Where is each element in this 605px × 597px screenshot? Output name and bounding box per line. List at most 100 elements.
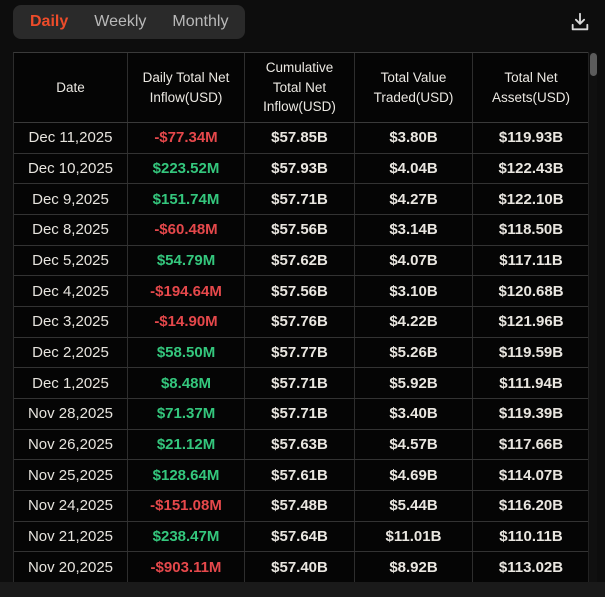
cell-value-traded: $8.92B	[355, 552, 473, 582]
cell-value-traded: $4.27B	[355, 184, 473, 214]
cell-value-traded: $4.22B	[355, 306, 473, 337]
cell-daily-inflow: $54.79M	[128, 245, 245, 276]
cell-net-assets: $122.10B	[498, 190, 564, 208]
table-row: Nov 28,2025 $71.37M $57.71B $3.40B $119.…	[14, 398, 588, 430]
table-row: Nov 20,2025 -$903.11M $57.40B $8.92B $11…	[14, 552, 588, 582]
cell-value-traded: $3.80B	[355, 123, 473, 153]
cell-cumulative-inflow: $57.56B	[245, 214, 355, 245]
cell-cumulative-inflow: $57.71B	[245, 398, 355, 429]
scrollbar-track[interactable]	[588, 52, 597, 582]
cell-daily-inflow: $58.50M	[128, 337, 245, 368]
cell-daily-inflow: -$60.48M	[128, 214, 245, 245]
tab-monthly[interactable]: Monthly	[172, 13, 229, 30]
cell-value-traded: $5.92B	[355, 368, 473, 398]
cell-date: Nov 28,2025	[14, 398, 128, 429]
cell-cumulative-inflow: $57.62B	[245, 245, 355, 276]
cell-daily-inflow: $223.52M	[128, 153, 245, 184]
table-row: Dec 2,2025 $58.50M $57.77B $5.26B $119.5…	[14, 337, 588, 369]
period-tabs: Daily Weekly Monthly	[13, 5, 246, 39]
cell-date: Dec 11,2025	[14, 123, 128, 153]
column-header-date: Date	[14, 53, 128, 122]
cell-net-assets: $119.59B	[498, 343, 564, 361]
table-row: Dec 5,2025 $54.79M $57.62B $4.07B $117.1…	[14, 245, 588, 277]
table-row: Dec 10,2025 $223.52M $57.93B $4.04B $122…	[14, 153, 588, 185]
cell-cumulative-inflow: $57.64B	[245, 521, 355, 552]
cell-date: Dec 8,2025	[14, 214, 128, 245]
etf-flow-table: Date Daily Total Net Inflow(USD) Cumulat…	[13, 52, 588, 582]
cell-date: Dec 4,2025	[14, 276, 128, 306]
cell-daily-inflow: -$903.11M	[128, 552, 245, 582]
table-row: Nov 26,2025 $21.12M $57.63B $4.57B $117.…	[14, 429, 588, 461]
column-header-net-assets: Total Net Assets(USD)	[491, 69, 570, 105]
cell-net-assets: $114.07B	[498, 466, 564, 484]
cell-net-assets: $120.68B	[498, 282, 564, 300]
cell-net-assets: $117.11B	[499, 251, 563, 269]
cell-daily-inflow: -$194.64M	[128, 276, 245, 306]
cell-net-assets: $118.50B	[498, 221, 564, 239]
cell-daily-inflow: $71.37M	[128, 398, 245, 429]
column-header-cumulative-inflow: Cumulative Total Net Inflow(USD)	[245, 53, 355, 122]
cell-date: Dec 1,2025	[14, 368, 128, 398]
cell-date: Nov 24,2025	[14, 490, 128, 521]
column-header-value-traded: Total Value Traded(USD)	[355, 53, 473, 122]
cell-cumulative-inflow: $57.61B	[245, 460, 355, 490]
cell-net-assets: $117.66B	[498, 435, 564, 453]
cell-cumulative-inflow: $57.56B	[245, 276, 355, 306]
cell-daily-inflow: -$14.90M	[128, 306, 245, 337]
table-header: Date Daily Total Net Inflow(USD) Cumulat…	[14, 53, 588, 123]
cell-cumulative-inflow: $57.40B	[245, 552, 355, 582]
cell-value-traded: $3.14B	[355, 214, 473, 245]
cell-net-assets: $122.43B	[498, 159, 564, 177]
cell-date: Nov 25,2025	[14, 460, 128, 490]
cell-daily-inflow: -$77.34M	[128, 123, 245, 153]
cell-value-traded: $4.69B	[355, 460, 473, 490]
cell-value-traded: $5.26B	[355, 337, 473, 368]
cell-daily-inflow: $8.48M	[128, 368, 245, 398]
tab-daily[interactable]: Daily	[30, 13, 69, 30]
cell-value-traded: $3.10B	[355, 276, 473, 306]
tab-weekly[interactable]: Weekly	[94, 13, 147, 30]
table-row: Nov 24,2025 -$151.08M $57.48B $5.44B $11…	[14, 490, 588, 522]
download-icon	[571, 12, 589, 31]
table-body: Dec 11,2025 -$77.34M $57.85B $3.80B $119…	[14, 123, 588, 582]
cell-date: Nov 20,2025	[14, 552, 128, 582]
cell-daily-inflow: $128.64M	[128, 460, 245, 490]
cell-net-assets: $119.93B	[498, 129, 564, 147]
cell-value-traded: $5.44B	[355, 490, 473, 521]
cell-date: Dec 9,2025	[14, 184, 128, 214]
table-row: Dec 8,2025 -$60.48M $57.56B $3.14B $118.…	[14, 214, 588, 246]
cell-value-traded: $11.01B	[355, 521, 473, 552]
table-row: Dec 3,2025 -$14.90M $57.76B $4.22B $121.…	[14, 306, 588, 338]
cell-cumulative-inflow: $57.93B	[245, 153, 355, 184]
cell-value-traded: $4.07B	[355, 245, 473, 276]
scrollbar-thumb[interactable]	[590, 53, 597, 76]
table-row: Nov 21,2025 $238.47M $57.64B $11.01B $11…	[14, 521, 588, 553]
cell-cumulative-inflow: $57.85B	[245, 123, 355, 153]
cell-daily-inflow: $151.74M	[128, 184, 245, 214]
cell-cumulative-inflow: $57.63B	[245, 429, 355, 460]
table-row: Dec 11,2025 -$77.34M $57.85B $3.80B $119…	[14, 123, 588, 154]
cell-date: Nov 26,2025	[14, 429, 128, 460]
table-row: Nov 25,2025 $128.64M $57.61B $4.69B $114…	[14, 460, 588, 491]
column-header-daily-inflow: Daily Total Net Inflow(USD)	[128, 53, 245, 122]
cell-net-assets: $121.96B	[498, 313, 564, 331]
cell-date: Dec 2,2025	[14, 337, 128, 368]
cell-value-traded: $4.57B	[355, 429, 473, 460]
cell-daily-inflow: $238.47M	[128, 521, 245, 552]
cell-value-traded: $3.40B	[355, 398, 473, 429]
download-button[interactable]	[566, 8, 594, 36]
cell-date: Nov 21,2025	[14, 521, 128, 552]
cell-net-assets: $110.11B	[499, 527, 563, 545]
cell-date: Dec 3,2025	[14, 306, 128, 337]
cell-value-traded: $4.04B	[355, 153, 473, 184]
cell-cumulative-inflow: $57.48B	[245, 490, 355, 521]
page-background-strip	[0, 582, 605, 597]
cell-daily-inflow: -$151.08M	[128, 490, 245, 521]
cell-cumulative-inflow: $57.71B	[245, 184, 355, 214]
cell-net-assets: $119.39B	[498, 405, 564, 423]
table-row: Dec 4,2025 -$194.64M $57.56B $3.10B $120…	[14, 276, 588, 307]
cell-daily-inflow: $21.12M	[128, 429, 245, 460]
cell-net-assets: $111.94B	[499, 374, 563, 392]
cell-net-assets: $113.02B	[498, 558, 564, 576]
cell-cumulative-inflow: $57.71B	[245, 368, 355, 398]
